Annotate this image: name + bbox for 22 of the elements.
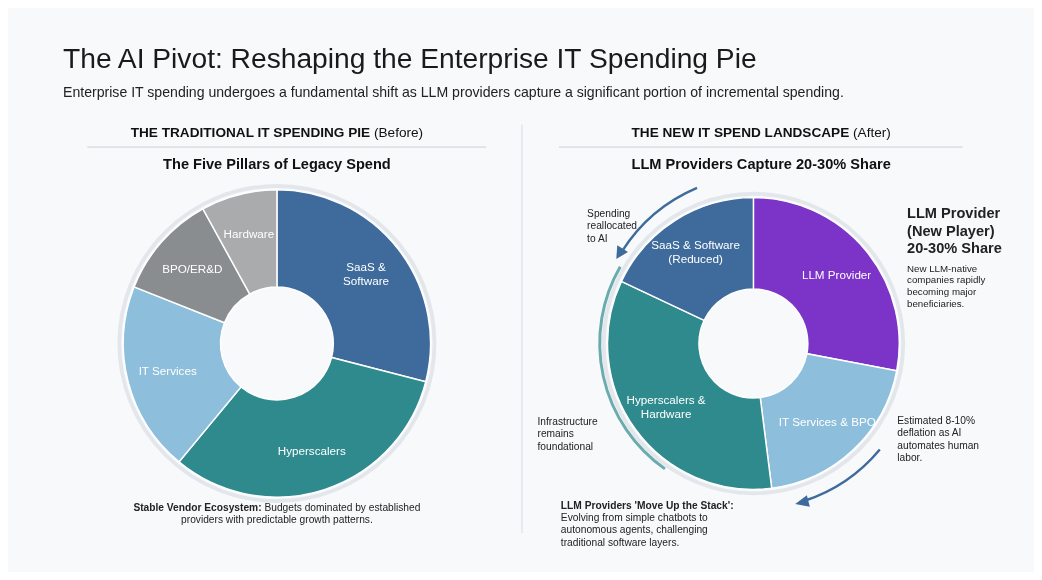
- text: Infrastructure remains foundational: [537, 416, 598, 452]
- text: New LLM-native companies rapidly becoming major beneficiaries.: [907, 262, 986, 309]
- text: Estimated 8-10% deflation as AI automates human labor.: [897, 415, 980, 463]
- slice-label: IT Services & BPO: [778, 415, 876, 429]
- text: LLM Provider (New Player) 20-30% Share: [907, 205, 1002, 257]
- slice-label: IT Services: [138, 364, 197, 378]
- text: Spending reallocated to AI: [587, 208, 638, 244]
- text: Stable Vendor Ecosystem: Budgets dominated by established providers with predictable growth patterns.: [133, 501, 421, 525]
- slice-label: Hyperscalers: [277, 443, 346, 457]
- legend-label: SaaS & Software (Reduced): [651, 238, 740, 266]
- slice-label: Hyperscalers & Hardware: [626, 393, 706, 420]
- slice-label: LLM Provider: [801, 267, 872, 281]
- chart-title: THE TRADITIONAL IT SPENDING PIE (Before): [130, 125, 424, 141]
- slice-label: Hardware: [223, 227, 275, 241]
- slice-label: SaaS & Software: [343, 260, 390, 288]
- chart-subtitle: The Five Pillars of Legacy Spend: [163, 156, 391, 173]
- text: LLM Providers 'Move Up the Stack': Evolving from simple chatbots to autonomous agents, challenging traditional software layers.: [560, 499, 734, 548]
- text: Enterprise IT spending undergoes a fundamental shift as LLM providers capture a significant portion of incremental spending.: [62, 84, 844, 101]
- chart-subtitle: LLM Providers Capture 20-30% Share: [631, 156, 891, 173]
- chart-title: THE NEW IT SPEND LANDSCAPE (After): [631, 125, 891, 141]
- slice-label: BPO/ER&D: [162, 261, 223, 275]
- text: The AI Pivot: Reshaping the Enterprise IT Spending Pie: [62, 42, 757, 75]
